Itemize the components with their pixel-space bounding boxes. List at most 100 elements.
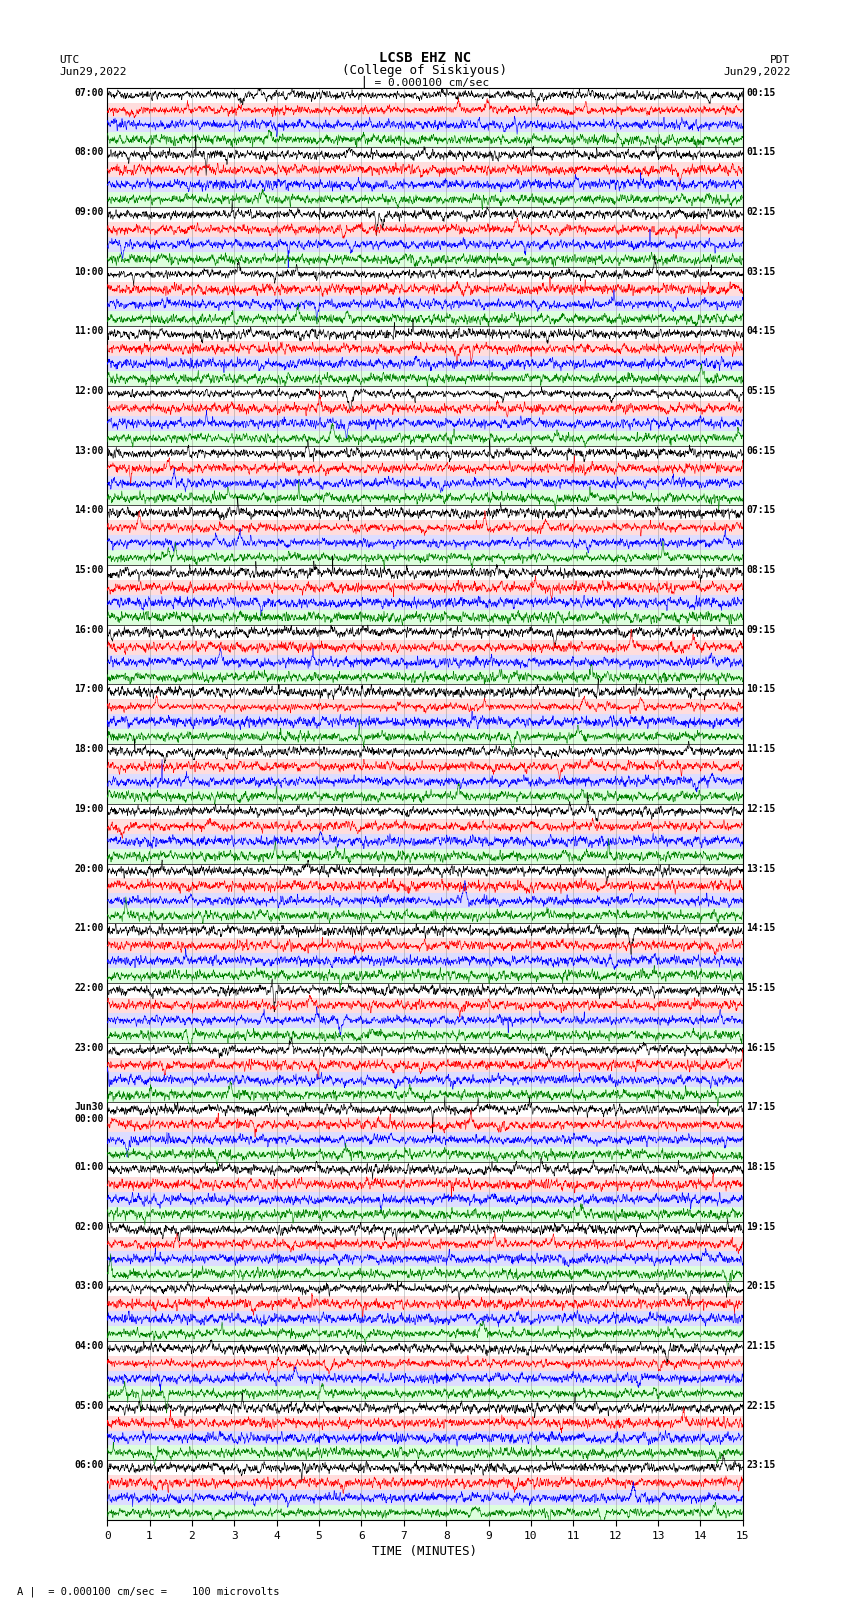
Text: PDT: PDT bbox=[770, 55, 790, 65]
Text: 13:00: 13:00 bbox=[75, 445, 104, 456]
Text: Jun29,2022: Jun29,2022 bbox=[723, 68, 791, 77]
Text: UTC: UTC bbox=[60, 55, 80, 65]
Bar bbox=[107, 834, 743, 848]
Bar bbox=[107, 1013, 743, 1027]
Text: 17:00: 17:00 bbox=[75, 684, 104, 695]
Bar bbox=[107, 1297, 743, 1311]
Bar bbox=[107, 536, 743, 550]
Text: 02:00: 02:00 bbox=[75, 1221, 104, 1232]
Bar bbox=[107, 640, 743, 655]
Bar bbox=[107, 848, 743, 863]
Bar bbox=[107, 461, 743, 476]
Bar bbox=[107, 416, 743, 431]
Bar bbox=[107, 490, 743, 505]
Text: 23:00: 23:00 bbox=[75, 1042, 104, 1053]
Text: (College of Siskiyous): (College of Siskiyous) bbox=[343, 65, 507, 77]
Text: 10:00: 10:00 bbox=[75, 266, 104, 277]
Bar bbox=[107, 192, 743, 206]
Text: 03:00: 03:00 bbox=[75, 1281, 104, 1292]
Bar bbox=[107, 953, 743, 968]
Text: 04:15: 04:15 bbox=[746, 326, 775, 337]
Bar bbox=[107, 700, 743, 715]
Bar bbox=[107, 1505, 743, 1519]
Text: 06:15: 06:15 bbox=[746, 445, 775, 456]
Bar bbox=[107, 908, 743, 923]
Text: ⎮ = 0.000100 cm/sec: ⎮ = 0.000100 cm/sec bbox=[361, 76, 489, 89]
Text: 09:00: 09:00 bbox=[75, 206, 104, 218]
Bar bbox=[107, 715, 743, 729]
Bar bbox=[107, 998, 743, 1013]
Text: 02:15: 02:15 bbox=[746, 206, 775, 218]
Bar bbox=[107, 1476, 743, 1490]
Text: 23:15: 23:15 bbox=[746, 1460, 775, 1471]
Text: 18:15: 18:15 bbox=[746, 1161, 775, 1173]
Bar bbox=[107, 610, 743, 624]
Bar bbox=[107, 521, 743, 536]
Text: 07:15: 07:15 bbox=[746, 505, 775, 516]
Bar bbox=[107, 1087, 743, 1102]
Text: 21:15: 21:15 bbox=[746, 1340, 775, 1352]
Bar bbox=[107, 595, 743, 610]
Bar bbox=[107, 879, 743, 894]
Text: 12:15: 12:15 bbox=[746, 803, 775, 815]
Text: 14:15: 14:15 bbox=[746, 923, 775, 934]
Bar bbox=[107, 371, 743, 386]
Text: LCSB EHZ NC: LCSB EHZ NC bbox=[379, 50, 471, 65]
Bar bbox=[107, 729, 743, 744]
Bar bbox=[107, 177, 743, 192]
Bar bbox=[107, 356, 743, 371]
Bar bbox=[107, 1192, 743, 1207]
Text: Jun30
00:00: Jun30 00:00 bbox=[75, 1102, 104, 1124]
Text: 16:00: 16:00 bbox=[75, 624, 104, 636]
Bar bbox=[107, 297, 743, 311]
Text: 08:15: 08:15 bbox=[746, 565, 775, 576]
Bar bbox=[107, 550, 743, 565]
Text: 15:00: 15:00 bbox=[75, 565, 104, 576]
Text: 13:15: 13:15 bbox=[746, 863, 775, 874]
Text: 21:00: 21:00 bbox=[75, 923, 104, 934]
Bar bbox=[107, 655, 743, 669]
Text: 11:15: 11:15 bbox=[746, 744, 775, 755]
Text: 09:15: 09:15 bbox=[746, 624, 775, 636]
Text: 18:00: 18:00 bbox=[75, 744, 104, 755]
Text: 20:15: 20:15 bbox=[746, 1281, 775, 1292]
Text: 20:00: 20:00 bbox=[75, 863, 104, 874]
Bar bbox=[107, 669, 743, 684]
Bar bbox=[107, 968, 743, 982]
Bar bbox=[107, 223, 743, 237]
Bar bbox=[107, 894, 743, 908]
Bar bbox=[107, 132, 743, 147]
Bar bbox=[107, 1326, 743, 1340]
Bar bbox=[107, 1445, 743, 1460]
Text: 17:15: 17:15 bbox=[746, 1102, 775, 1113]
Bar bbox=[107, 1386, 743, 1400]
Text: 14:00: 14:00 bbox=[75, 505, 104, 516]
Bar bbox=[107, 1073, 743, 1087]
Bar bbox=[107, 163, 743, 177]
Bar bbox=[107, 581, 743, 595]
Text: 12:00: 12:00 bbox=[75, 386, 104, 397]
Bar bbox=[107, 1371, 743, 1386]
Text: 03:15: 03:15 bbox=[746, 266, 775, 277]
Text: 04:00: 04:00 bbox=[75, 1340, 104, 1352]
Bar bbox=[107, 1357, 743, 1371]
Text: 08:00: 08:00 bbox=[75, 147, 104, 158]
Bar bbox=[107, 1237, 743, 1252]
Bar bbox=[107, 1177, 743, 1192]
Bar bbox=[107, 1027, 743, 1042]
Text: 01:15: 01:15 bbox=[746, 147, 775, 158]
Text: 19:00: 19:00 bbox=[75, 803, 104, 815]
Text: 22:15: 22:15 bbox=[746, 1400, 775, 1411]
Text: 22:00: 22:00 bbox=[75, 982, 104, 994]
Bar bbox=[107, 939, 743, 953]
Bar bbox=[107, 431, 743, 445]
Bar bbox=[107, 1252, 743, 1266]
Bar bbox=[107, 1490, 743, 1505]
Bar bbox=[107, 282, 743, 297]
Bar bbox=[107, 103, 743, 118]
Bar bbox=[107, 311, 743, 326]
Bar bbox=[107, 774, 743, 789]
Bar bbox=[107, 1147, 743, 1161]
Text: 07:00: 07:00 bbox=[75, 87, 104, 97]
Bar bbox=[107, 1132, 743, 1147]
